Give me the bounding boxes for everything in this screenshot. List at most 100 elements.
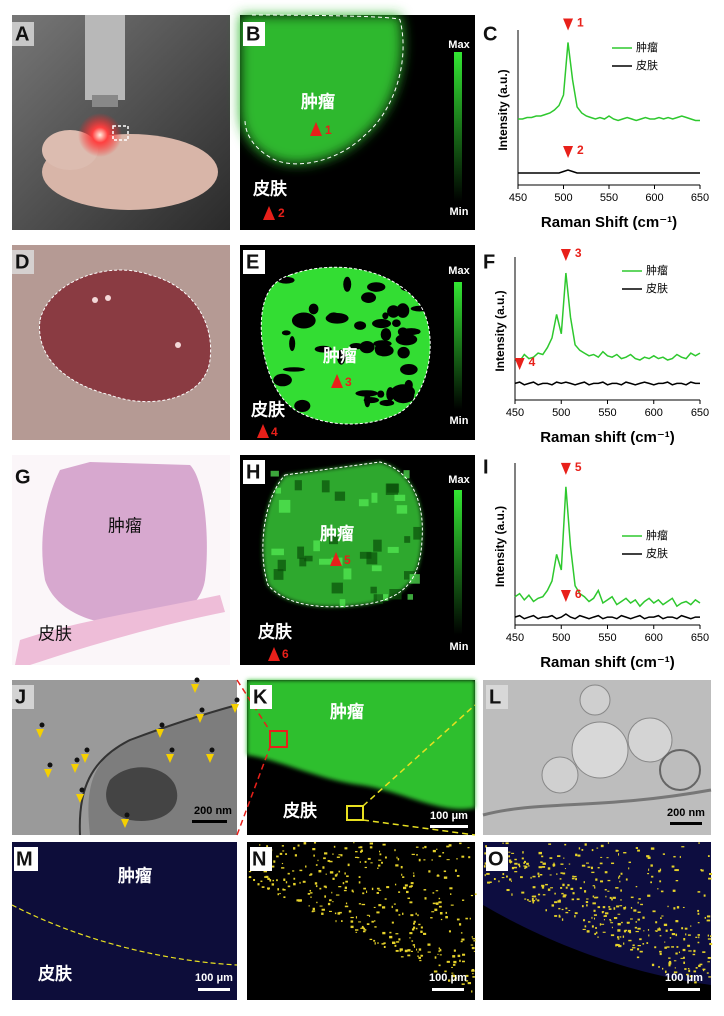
signal (572, 875, 575, 877)
signal (423, 889, 427, 891)
signal (313, 842, 317, 844)
signal (395, 864, 399, 867)
panel-label: H (246, 461, 260, 483)
texture (387, 305, 400, 318)
signal (610, 934, 615, 937)
signal (672, 889, 676, 892)
signal (668, 957, 671, 959)
signal (345, 880, 348, 883)
signal (514, 862, 518, 865)
signal (523, 865, 527, 867)
signal (355, 850, 358, 853)
signal (335, 894, 340, 896)
signal (668, 962, 672, 965)
signal (646, 942, 649, 944)
signal (579, 887, 582, 890)
signal (335, 920, 337, 923)
signal (615, 944, 617, 947)
signal (427, 951, 431, 953)
arrowhead (196, 714, 204, 723)
signal (419, 959, 422, 962)
scale-label: 200 nm (667, 807, 705, 819)
signal (532, 895, 537, 898)
x-tick-label: 650 (691, 192, 709, 204)
tumor-label: 肿瘤 (330, 701, 364, 721)
signal (704, 916, 706, 919)
signal (662, 853, 665, 855)
signal (448, 844, 452, 847)
signal (417, 951, 419, 953)
signal (398, 914, 401, 916)
signal (415, 927, 418, 930)
scale-label: 100 μm (430, 810, 468, 822)
signal (299, 869, 303, 872)
signal (399, 949, 402, 952)
signal (411, 853, 415, 856)
signal (361, 925, 364, 928)
signal (702, 951, 706, 953)
signal (539, 874, 543, 876)
peak-marker-label: 4 (529, 355, 536, 369)
signal (673, 855, 676, 858)
texture (354, 321, 367, 330)
signal (329, 860, 333, 863)
signal (526, 862, 529, 865)
signal (371, 920, 374, 923)
signal (381, 861, 383, 864)
signal (590, 866, 593, 870)
signal (709, 942, 713, 946)
signal (376, 891, 380, 894)
signal (648, 934, 650, 937)
signal (562, 895, 566, 898)
signal (595, 931, 598, 934)
signal (465, 917, 468, 920)
signal (357, 857, 360, 859)
signal (639, 950, 643, 953)
signal (360, 927, 364, 929)
signal (611, 898, 613, 901)
signal (376, 887, 380, 890)
signal (362, 930, 366, 933)
signal (266, 845, 269, 848)
signal (668, 964, 671, 967)
signal (413, 926, 416, 929)
signal (310, 892, 313, 894)
signal (703, 894, 706, 897)
signal (632, 944, 635, 947)
texture (396, 303, 410, 318)
signal (578, 847, 581, 850)
signal (616, 905, 620, 908)
signal (697, 891, 701, 893)
signal (287, 872, 290, 875)
signal (707, 938, 712, 940)
signal (683, 937, 686, 941)
signal (319, 905, 323, 907)
signal (528, 900, 532, 902)
signal (521, 891, 525, 894)
signal (405, 890, 409, 894)
texture (396, 505, 408, 514)
signal (687, 968, 690, 970)
signal (610, 922, 614, 924)
signal (428, 870, 431, 873)
signal (373, 906, 376, 909)
signal (344, 905, 349, 908)
texture (271, 548, 284, 556)
x-axis-label: Raman shift (cm⁻¹) (540, 429, 675, 446)
signal (485, 845, 487, 848)
x-tick-label: 450 (506, 407, 524, 419)
spectrum-line (514, 272, 701, 363)
legend-label: 肿瘤 (646, 528, 668, 542)
signal (684, 968, 687, 970)
panel-m: 肿瘤 皮肤 100 μm M (11, 842, 238, 1000)
panel-label: O (488, 848, 504, 870)
signal (706, 915, 711, 918)
signal (395, 933, 399, 935)
legend-label: 皮肤 (636, 58, 658, 72)
signal (674, 967, 676, 969)
signal (526, 899, 529, 901)
tumor-label: 肿瘤 (301, 91, 335, 111)
signal (571, 898, 575, 901)
signal (486, 872, 490, 875)
texture (270, 470, 279, 477)
